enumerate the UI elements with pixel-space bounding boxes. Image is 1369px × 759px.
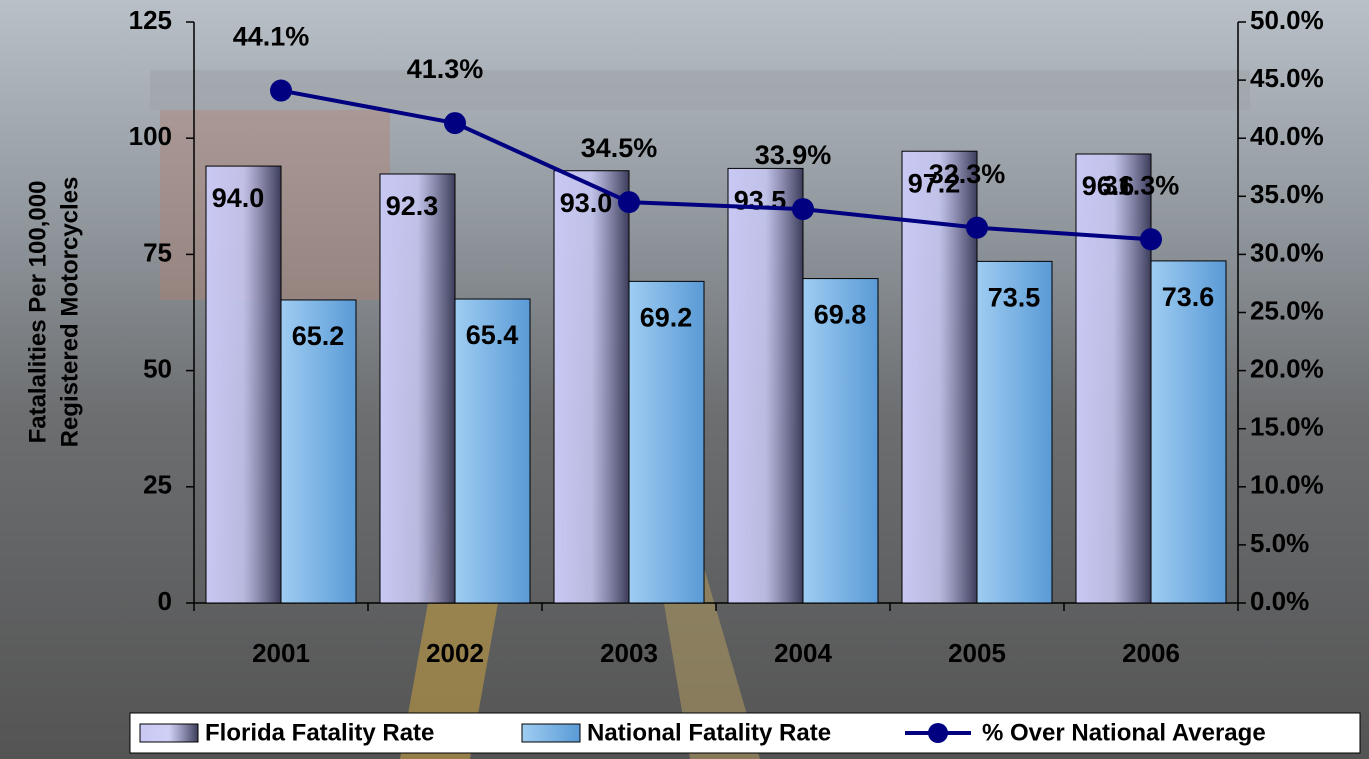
- legend-swatch: [521, 723, 581, 743]
- data-label: 44.1%: [233, 22, 310, 52]
- y-tick-label: 50: [143, 353, 172, 383]
- legend-label: National Fatality Rate: [587, 719, 831, 746]
- bar: [454, 298, 531, 604]
- y-tick-label: 100: [129, 121, 172, 151]
- line-marker: [1140, 228, 1162, 251]
- line-marker: [444, 112, 466, 135]
- y2-tick-label: 40.0%: [1250, 121, 1324, 151]
- legend-label: % Over National Average: [982, 719, 1266, 746]
- bar: [802, 278, 879, 604]
- x-tick-label: 2004: [774, 638, 832, 668]
- bar: [1150, 260, 1227, 604]
- y2-tick-label: 15.0%: [1250, 412, 1324, 442]
- y2-tick-label: 25.0%: [1250, 295, 1324, 325]
- y-tick-label: 25: [143, 470, 172, 500]
- y2-tick-label: 20.0%: [1250, 353, 1324, 383]
- data-label: 73.5: [988, 282, 1041, 312]
- data-label: 94.0: [212, 183, 265, 213]
- data-label: 93.5: [734, 186, 787, 216]
- bar: [727, 167, 804, 604]
- x-tick-label: 2003: [600, 638, 658, 668]
- data-label: 69.2: [640, 302, 693, 332]
- y-axis-title-line: Fatalalities Per 100,000: [24, 181, 51, 444]
- bar: [280, 299, 357, 604]
- x-tick-label: 2001: [252, 638, 310, 668]
- legend-swatch: [139, 723, 199, 743]
- y2-tick-label: 0.0%: [1250, 586, 1309, 616]
- background-overpass: [150, 70, 1250, 110]
- y2-tick-label: 45.0%: [1250, 63, 1324, 93]
- data-label: 65.4: [466, 320, 519, 350]
- line-marker: [792, 198, 814, 221]
- legend-box: [129, 712, 1361, 754]
- data-label: 33.9%: [755, 140, 832, 170]
- y-tick-label: 125: [129, 5, 172, 35]
- data-label: 93.0: [560, 188, 613, 218]
- y2-tick-label: 30.0%: [1250, 237, 1324, 267]
- data-label: 31.3%: [1103, 170, 1180, 200]
- bar: [553, 170, 630, 604]
- data-label: 32.3%: [929, 159, 1006, 189]
- bar: [379, 173, 456, 604]
- x-tick-label: 2002: [426, 638, 484, 668]
- line: [280, 88, 1152, 242]
- data-label: 65.2: [292, 321, 345, 351]
- y2-tick-label: 50.0%: [1250, 5, 1324, 35]
- bar: [976, 260, 1053, 604]
- data-label: 96.6: [1082, 171, 1135, 201]
- y2-tick-label: 35.0%: [1250, 179, 1324, 209]
- legend-swatch-marker: [928, 723, 948, 743]
- data-label: 97.2: [908, 168, 961, 198]
- data-label: 69.8: [814, 300, 867, 330]
- data-label: 73.6: [1162, 282, 1215, 312]
- bar: [1075, 153, 1152, 604]
- data-label: 41.3%: [407, 54, 484, 84]
- y2-tick-label: 10.0%: [1250, 470, 1324, 500]
- x-tick-label: 2006: [1122, 638, 1180, 668]
- y-axis-title-line: Registered Motorcycles: [56, 177, 83, 448]
- y-axis-title: Fatalalities Per 100,000 Registered Moto…: [24, 177, 83, 448]
- bar: [628, 280, 705, 604]
- legend-label: Florida Fatality Rate: [205, 719, 434, 746]
- bar: [205, 165, 282, 604]
- y-tick-label: 75: [143, 237, 172, 267]
- x-tick-label: 2005: [948, 638, 1006, 668]
- line-marker: [270, 79, 292, 102]
- y2-tick-label: 5.0%: [1250, 528, 1309, 558]
- data-label: 34.5%: [581, 133, 658, 163]
- y-tick-label: 0: [158, 586, 172, 616]
- line-marker: [966, 216, 988, 239]
- data-label: 92.3: [386, 191, 439, 221]
- legend: Florida Fatality Rate National Fatality R…: [129, 712, 1361, 754]
- line-marker: [618, 191, 640, 214]
